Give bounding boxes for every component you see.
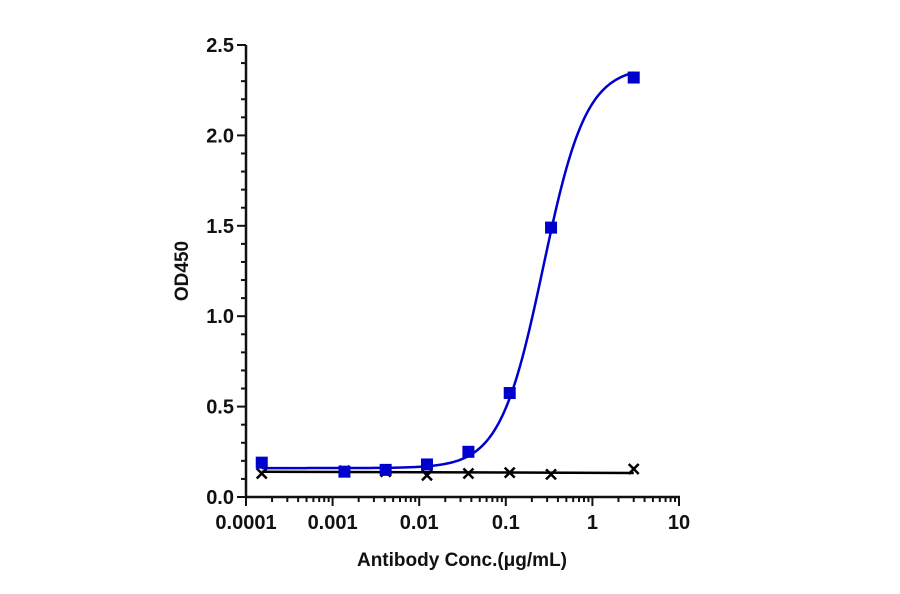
antibody-square-marker [255,456,268,469]
antibody-square-marker [379,463,392,476]
antibody-fit-curve [261,71,635,470]
control-x-marker [462,467,475,480]
y-tick-label: 0.0 [206,487,234,509]
antibody-square-marker [338,465,351,478]
control-x-marker [627,463,640,475]
x-tick-label: 1 [587,512,598,534]
antibody-square-marker [503,387,516,400]
antibody-square-marker [420,458,433,471]
x-axis-title: Antibody Conc.(μg/mL) [357,550,567,571]
plot-area [255,71,640,482]
control-fit-line [261,470,634,475]
control-x-marker [545,468,557,481]
x-tick-label: 10 [668,512,690,534]
y-tick-label: 2.0 [206,125,234,147]
y-tick-label: 1.5 [206,216,234,238]
y-tick-label: 0.5 [206,397,234,419]
x-tick-label: 0.1 [492,512,520,534]
antibody-square-marker [462,445,475,458]
control-x-marker [421,469,433,482]
antibody-square-marker [627,71,640,84]
control-x-marker [503,466,516,479]
antibody-square-marker [545,221,558,234]
x-tick-label: 0.001 [308,512,358,534]
x-tick-label: 0.0001 [215,512,276,534]
y-tick-label: 1.0 [206,306,234,328]
axes: 0.0 0.5 1.0 1.5 2.0 2.5 0.0001 0.001 0.01 0.1 1 10 [206,35,690,534]
y-axis-title: OD450 [172,241,193,301]
y-tick-label: 2.5 [206,35,234,57]
x-tick-label: 0.01 [400,512,439,534]
control-x-marker [255,467,268,480]
